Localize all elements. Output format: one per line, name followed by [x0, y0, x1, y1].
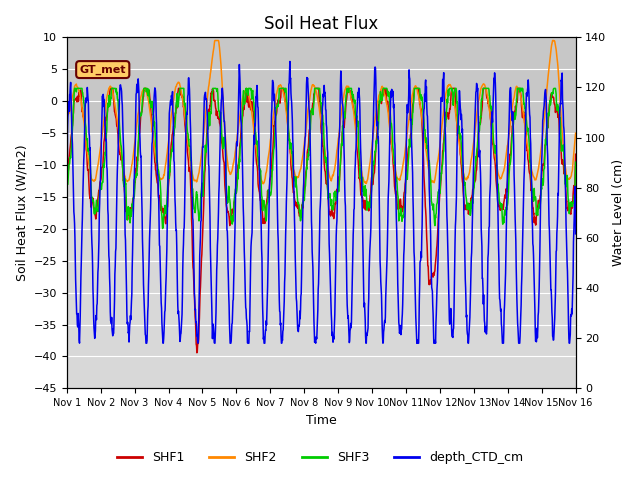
Y-axis label: Soil Heat Flux (W/m2): Soil Heat Flux (W/m2)	[15, 144, 28, 281]
Text: GT_met: GT_met	[79, 64, 126, 75]
Bar	[67, 37, 575, 133]
Title: Soil Heat Flux: Soil Heat Flux	[264, 15, 378, 33]
Y-axis label: Water Level (cm): Water Level (cm)	[612, 159, 625, 266]
Legend: SHF1, SHF2, SHF3, depth_CTD_cm: SHF1, SHF2, SHF3, depth_CTD_cm	[112, 446, 528, 469]
X-axis label: Time: Time	[306, 414, 337, 427]
